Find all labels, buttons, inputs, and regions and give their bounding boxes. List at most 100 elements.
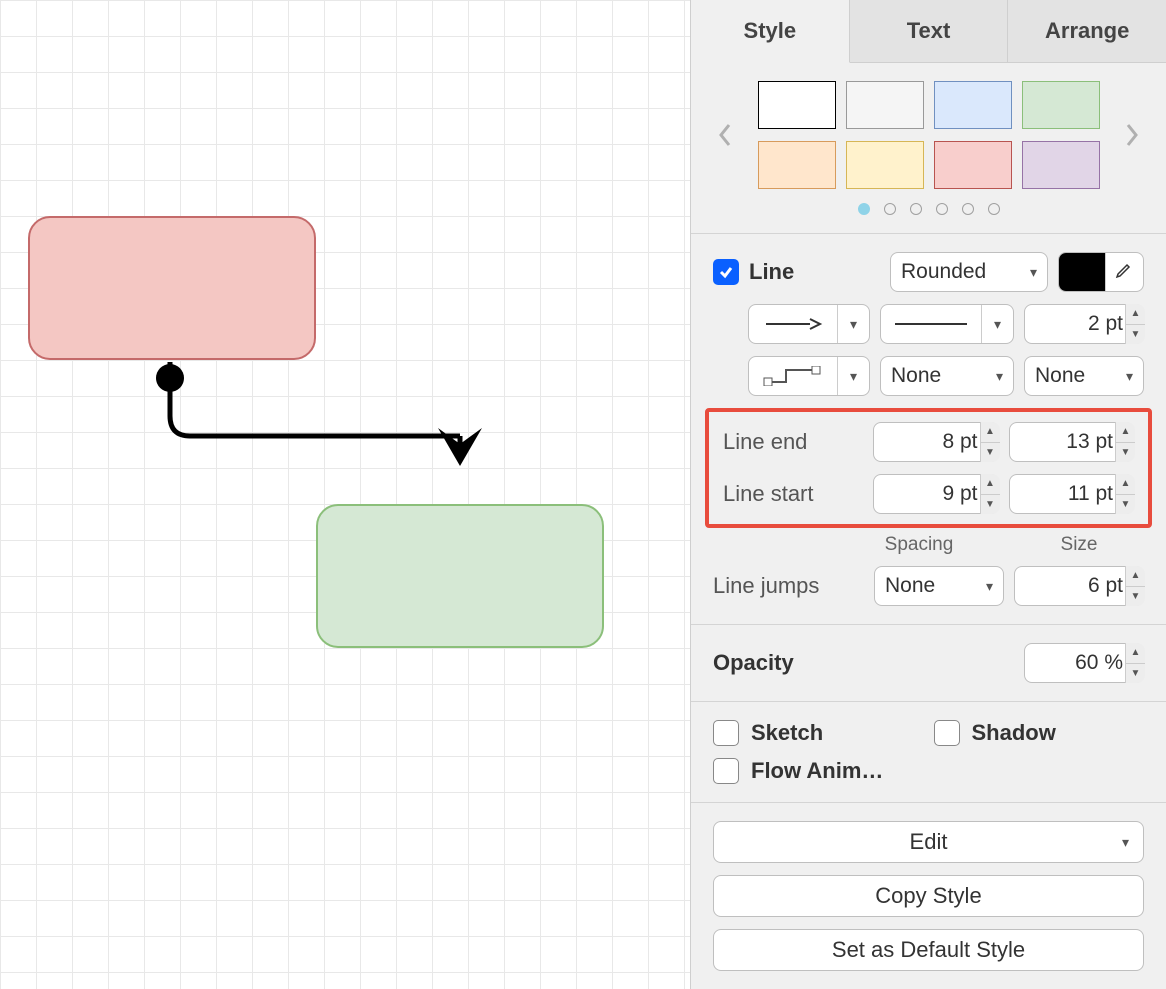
step-up[interactable]: ▲ <box>1126 566 1145 587</box>
line-solid-icon <box>881 305 981 343</box>
fill-swatch[interactable] <box>846 81 924 129</box>
line-dash-select[interactable]: ▾ <box>880 304 1014 344</box>
chevron-down-icon: ▾ <box>837 357 869 395</box>
shadow-checkbox[interactable] <box>934 720 960 746</box>
line-color-swatch[interactable] <box>1059 253 1105 291</box>
fill-swatch[interactable] <box>934 81 1012 129</box>
step-up[interactable]: ▲ <box>981 474 1000 495</box>
waypoint-style-select[interactable]: ▾ <box>748 356 870 396</box>
fill-swatches-section <box>691 63 1166 234</box>
diagram-canvas[interactable] <box>0 0 690 989</box>
step-down[interactable]: ▼ <box>1126 325 1145 345</box>
step-down[interactable]: ▼ <box>1126 664 1145 684</box>
waypoint-icon <box>749 357 837 395</box>
line-ends-highlight: Line end 8 pt ▲▼ 13 pt ▲▼ Line start <box>705 408 1152 528</box>
line-start-label: Line start <box>723 481 853 507</box>
step-up[interactable]: ▲ <box>1116 422 1135 443</box>
chevron-down-icon: ▾ <box>1122 834 1129 851</box>
style-actions-section: Edit ▾ Copy Style Set as Default Style <box>691 803 1166 989</box>
line-end-spacing-field[interactable]: 8 pt ▲▼ <box>873 422 999 462</box>
line-end-arrow-select[interactable]: None ▾ <box>1024 356 1144 396</box>
line-start-size-field[interactable]: 11 pt ▲▼ <box>1009 474 1135 514</box>
line-end-size-field[interactable]: 13 pt ▲▼ <box>1009 422 1135 462</box>
step-up[interactable]: ▲ <box>1126 643 1145 664</box>
app-root: Style Text Arrange Line <box>0 0 1166 989</box>
line-start-spacing-field[interactable]: 9 pt ▲▼ <box>873 474 999 514</box>
stepper: ▲▼ <box>1125 643 1145 683</box>
chevron-down-icon: ▾ <box>986 578 993 595</box>
panel-tabs: Style Text Arrange <box>691 0 1166 63</box>
chevron-down-icon: ▾ <box>1126 368 1133 385</box>
stepper: ▲▼ <box>1125 566 1145 606</box>
line-jumps-size-field[interactable]: 6 pt ▲▼ <box>1014 566 1144 606</box>
chevron-down-icon: ▾ <box>996 368 1003 385</box>
line-label: Line <box>749 259 794 285</box>
format-panel: Style Text Arrange Line <box>690 0 1166 989</box>
swatch-page-dot[interactable] <box>962 203 974 215</box>
stepper: ▲▼ <box>980 474 1000 514</box>
swatch-grid <box>745 81 1112 189</box>
effects-section: Sketch Shadow Flow Anim… <box>691 702 1166 803</box>
stepper: ▲▼ <box>980 422 1000 462</box>
shadow-label: Shadow <box>972 720 1056 746</box>
line-section: Line Rounded ▾ ▾ <box>691 234 1166 625</box>
canvas-grid <box>0 0 690 989</box>
stepper: ▲▼ <box>1115 422 1135 462</box>
sketch-checkbox[interactable] <box>713 720 739 746</box>
tab-text[interactable]: Text <box>850 0 1009 63</box>
fill-swatch[interactable] <box>1022 141 1100 189</box>
flow-animation-checkbox[interactable] <box>713 758 739 784</box>
swatch-page-dot[interactable] <box>988 203 1000 215</box>
fill-swatch[interactable] <box>758 141 836 189</box>
canvas-node-red[interactable] <box>28 216 316 360</box>
step-up[interactable]: ▲ <box>1126 304 1145 325</box>
chevron-down-icon: ▾ <box>837 305 869 343</box>
line-jumps-label: Line jumps <box>713 573 843 599</box>
edit-style-button[interactable]: Edit ▾ <box>713 821 1144 863</box>
chevron-down-icon: ▾ <box>981 305 1013 343</box>
swatch-page-dot[interactable] <box>884 203 896 215</box>
tab-style[interactable]: Style <box>691 0 850 63</box>
arrow-end-icon <box>749 305 837 343</box>
line-jumps-select[interactable]: None ▾ <box>874 566 1004 606</box>
swatch-page-dot[interactable] <box>910 203 922 215</box>
copy-style-button[interactable]: Copy Style <box>713 875 1144 917</box>
swatch-next[interactable] <box>1120 111 1144 159</box>
size-header: Size <box>1014 534 1144 556</box>
step-down[interactable]: ▼ <box>981 443 1000 463</box>
tab-arrange[interactable]: Arrange <box>1008 0 1166 63</box>
set-default-style-button[interactable]: Set as Default Style <box>713 929 1144 971</box>
swatch-page-dot[interactable] <box>858 203 870 215</box>
step-up[interactable]: ▲ <box>981 422 1000 443</box>
eyedropper-icon[interactable] <box>1105 253 1137 291</box>
step-down[interactable]: ▼ <box>1116 495 1135 515</box>
fill-swatch[interactable] <box>846 141 924 189</box>
flow-animation-label: Flow Anim… <box>751 758 883 784</box>
line-width-field[interactable]: 2 pt ▲ ▼ <box>1024 304 1144 344</box>
line-start-arrow-select[interactable]: None ▾ <box>880 356 1014 396</box>
opacity-section: Opacity 60 % ▲▼ <box>691 625 1166 702</box>
arrow-end-style-select[interactable]: ▾ <box>748 304 870 344</box>
fill-swatch[interactable] <box>934 141 1012 189</box>
fill-swatch[interactable] <box>1022 81 1100 129</box>
step-down[interactable]: ▼ <box>1126 587 1145 607</box>
swatch-page-dot[interactable] <box>936 203 948 215</box>
sketch-label: Sketch <box>751 720 823 746</box>
swatch-prev[interactable] <box>713 111 737 159</box>
opacity-label: Opacity <box>713 650 794 676</box>
opacity-field[interactable]: 60 % ▲▼ <box>1024 643 1144 683</box>
chevron-down-icon: ▾ <box>1030 264 1037 281</box>
line-enabled-checkbox[interactable] <box>713 259 739 285</box>
spacing-header: Spacing <box>854 534 984 556</box>
canvas-node-green[interactable] <box>316 504 604 648</box>
step-down[interactable]: ▼ <box>1116 443 1135 463</box>
swatch-page-dots <box>713 203 1144 215</box>
line-end-label: Line end <box>723 429 853 455</box>
step-up[interactable]: ▲ <box>1116 474 1135 495</box>
step-down[interactable]: ▼ <box>981 495 1000 515</box>
fill-swatch[interactable] <box>758 81 836 129</box>
stepper: ▲ ▼ <box>1125 304 1145 344</box>
line-style-select[interactable]: Rounded ▾ <box>890 252 1048 292</box>
stepper: ▲▼ <box>1115 474 1135 514</box>
line-color-chip <box>1058 252 1144 292</box>
